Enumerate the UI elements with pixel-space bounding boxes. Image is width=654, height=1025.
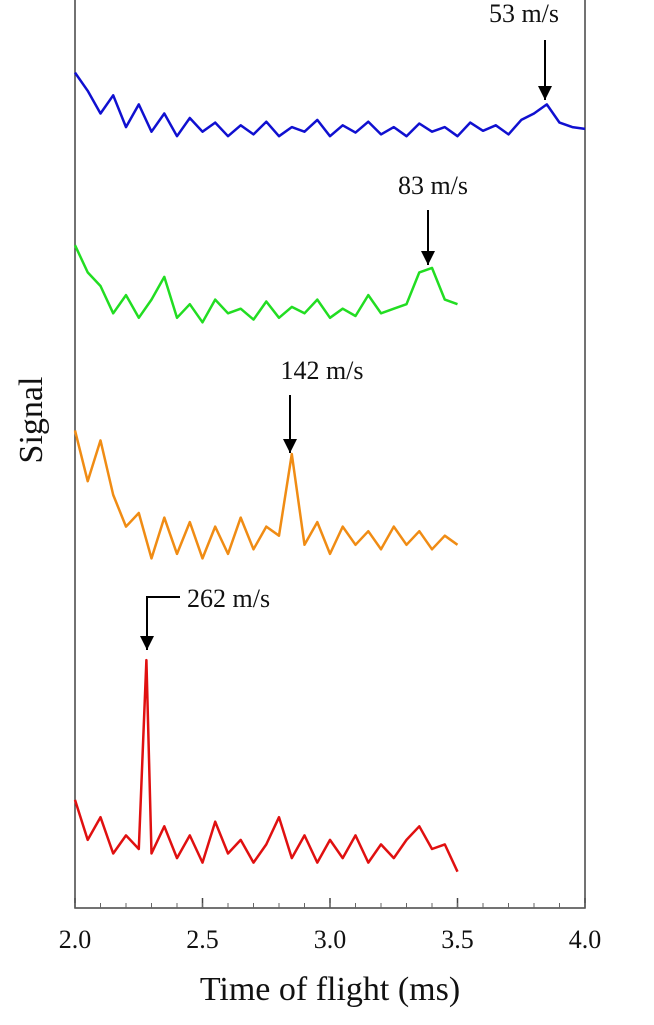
arrow-head xyxy=(283,439,297,453)
x-tick-label: 3.0 xyxy=(314,925,347,954)
x-tick-label: 2.0 xyxy=(59,925,92,954)
x-tick-label: 4.0 xyxy=(569,925,602,954)
annotation-arrow xyxy=(146,596,180,650)
x-axis-label: Time of flight (ms) xyxy=(200,971,460,1008)
annotation: 83 m/s xyxy=(398,171,468,200)
series-line xyxy=(73,430,459,560)
arrow-head xyxy=(140,636,154,650)
annotation: 262 m/s xyxy=(187,584,270,613)
series-line xyxy=(73,71,586,138)
arrow-head xyxy=(421,251,435,265)
annotation: 142 m/s xyxy=(280,356,363,385)
annotation: 53 m/s xyxy=(489,0,559,28)
x-tick-label: 2.5 xyxy=(186,925,219,954)
arrow-head xyxy=(538,86,552,100)
series-line xyxy=(73,244,458,324)
x-tick-label: 3.5 xyxy=(441,925,474,954)
y-axis-label: Signal xyxy=(13,377,50,464)
series-line xyxy=(73,658,459,873)
